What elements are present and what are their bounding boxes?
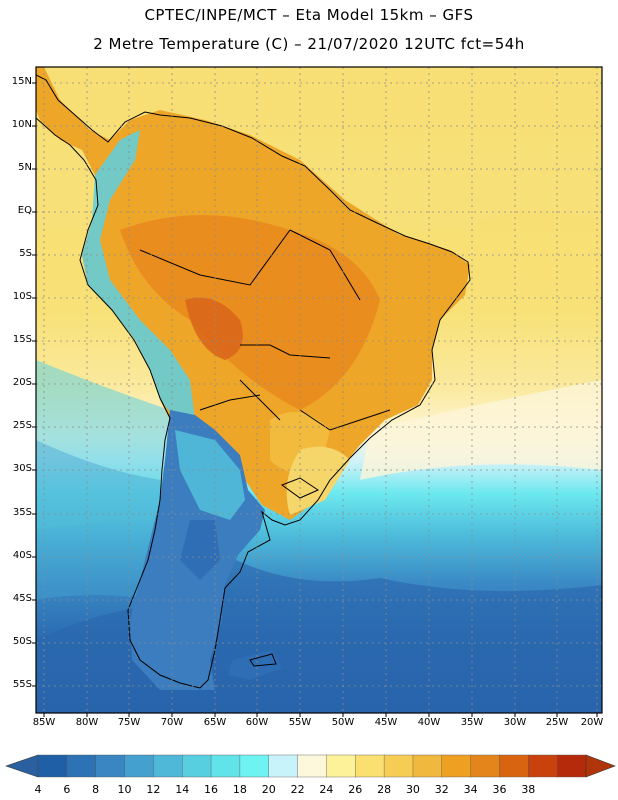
colorbar-label: 8 [92,783,100,796]
lat-label: EQ [17,205,32,216]
colorbar-swatch [210,754,241,778]
colorbar-swatch [499,754,530,778]
lat-label: 10N [11,119,32,130]
colorbar-swatch [441,754,472,778]
colorbar-label: 10 [117,783,132,796]
colorbar-swatch [37,754,68,778]
coastline-outlines [36,74,471,689]
colorbar-swatch [297,754,328,778]
lon-label: 50W [331,717,355,728]
colorbar-swatch [95,754,126,778]
lon-label: 75W [117,717,141,728]
lat-label: 40S [12,550,32,561]
lat-label: 15N [11,76,32,87]
colorbar-label: 28 [377,783,392,796]
graticule-gridlines [36,67,602,713]
lat-label: 5S [19,248,32,259]
colorbar-swatch [66,754,97,778]
colorbar-label: 20 [261,783,276,796]
axis-ticks [32,82,598,717]
colorbar-swatch [326,754,356,778]
lon-label: 85W [32,717,56,728]
colorbar-swatch [556,754,587,778]
colorbar-label: 14 [175,783,190,796]
lat-label: 5N [18,162,32,173]
lon-label: 20W [580,717,604,728]
colorbar-swatch [182,754,212,778]
lat-label: 30S [12,463,32,474]
lat-label: 10S [12,291,32,302]
colorbar-label: 38 [521,783,536,796]
map-title-line-2: 2 Metre Temperature (C) – 21/07/2020 12U… [93,35,525,53]
colorbar-swatch [470,754,501,778]
colorbar-left-arrow [5,754,39,778]
lon-label: 70W [160,717,184,728]
lat-label: 55S [12,679,32,690]
lon-label: 30W [503,717,527,728]
colorbar-label: 30 [405,783,420,796]
colorbar-label: 12 [146,783,161,796]
colorbar-swatch [412,754,443,778]
andes-cold-band [82,130,195,430]
lat-label: 45S [12,593,32,604]
lon-label: 40W [417,717,441,728]
colorbar-swatches [37,754,587,778]
lon-label: 80W [75,717,99,728]
colorbar [5,754,616,778]
colorbar-label: 6 [63,783,71,796]
colorbar-right-arrow [585,754,616,778]
colorbar-label: 16 [204,783,219,796]
lat-label: 35S [12,507,32,518]
colorbar-swatch [268,754,299,778]
colorbar-swatch [153,754,183,778]
lon-label: 35W [460,717,484,728]
lat-label: 50S [12,636,32,647]
lon-label: 60W [245,717,269,728]
lon-label: 55W [288,717,312,728]
colorbar-swatch [239,754,270,778]
lon-label: 25W [545,717,569,728]
lon-label: 65W [203,717,227,728]
lon-label: 45W [374,717,398,728]
colorbar-label: 4 [34,783,42,796]
lat-label: 20S [12,377,32,388]
colorbar-label: 22 [290,783,305,796]
lat-label: 15S [12,334,32,345]
colorbar-label: 36 [492,783,507,796]
colorbar-swatch [124,754,155,778]
colorbar-label: 32 [434,783,449,796]
colorbar-label: 18 [232,783,247,796]
colorbar-swatch [528,754,558,778]
map-title-line-1: CPTEC/INPE/MCT – Eta Model 15km – GFS [144,6,474,24]
map-field [36,67,602,713]
colorbar-label: 34 [463,783,478,796]
map-frame [35,66,603,714]
colorbar-swatch [383,754,414,778]
colorbar-label: 26 [348,783,363,796]
colorbar-swatch [355,754,385,778]
lat-label: 25S [12,420,32,431]
colorbar-label: 24 [319,783,334,796]
